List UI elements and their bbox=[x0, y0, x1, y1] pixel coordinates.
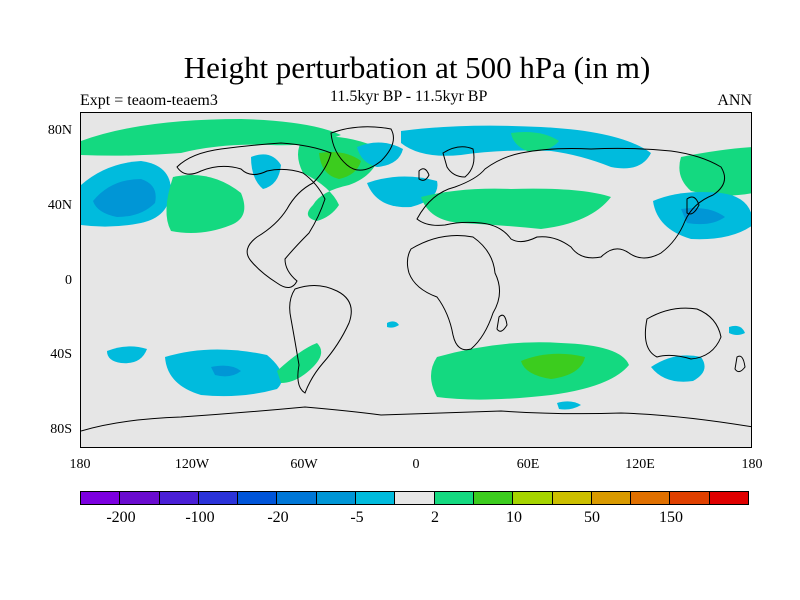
coastlines bbox=[81, 126, 751, 432]
field-east-asia-green bbox=[679, 147, 751, 196]
colorbar-label: -100 bbox=[185, 509, 215, 526]
field-south-cyan-small bbox=[557, 401, 581, 410]
experiment-label: Expt = teaom-teaem3 bbox=[80, 92, 218, 109]
coast-madagascar bbox=[496, 314, 508, 332]
field-arctic-green-west bbox=[81, 119, 341, 156]
field-southern-ocean-core bbox=[521, 353, 585, 379]
coast-uk bbox=[418, 168, 430, 181]
lon-tick-60w: 60W bbox=[290, 457, 318, 472]
plot-subtitle: 11.5kyr BP - 11.5kyr BP bbox=[330, 88, 488, 105]
colorbar-label: 10 bbox=[506, 509, 522, 526]
field-north-pacific-core bbox=[93, 179, 156, 217]
lat-tick-80n: 80N bbox=[47, 123, 72, 138]
colorbar-box bbox=[120, 492, 160, 504]
coast-scandinavia bbox=[442, 146, 475, 178]
coast-eurasia bbox=[416, 147, 726, 259]
lat-tick-80s: 80S bbox=[50, 422, 72, 437]
field-labrador-cyan bbox=[357, 142, 403, 167]
field-australia-cyan bbox=[651, 355, 705, 382]
lon-tick-120e: 120E bbox=[625, 457, 655, 472]
colorbar-box bbox=[277, 492, 317, 504]
colorbar-box bbox=[159, 492, 199, 504]
colorbar-box bbox=[670, 492, 710, 504]
coast-north-america bbox=[176, 142, 332, 288]
colorbar-box bbox=[81, 492, 121, 504]
colorbar-label: 50 bbox=[584, 509, 600, 526]
colorbar-box bbox=[552, 492, 592, 504]
coast-australia bbox=[644, 307, 722, 360]
field-siberia-green bbox=[511, 132, 559, 152]
lon-tick-60e: 60E bbox=[516, 457, 540, 472]
colorbar-box bbox=[316, 492, 357, 504]
coast-antarctica bbox=[81, 406, 751, 432]
lat-tick-40n: 40N bbox=[47, 198, 72, 213]
contour-map bbox=[81, 119, 751, 432]
field-atlantic-cyan bbox=[367, 176, 438, 208]
lon-tick-180e: 180 bbox=[741, 457, 763, 472]
colorbar-box bbox=[395, 492, 435, 504]
lon-tick-0: 0 bbox=[412, 457, 420, 472]
colorbar-label: -20 bbox=[267, 509, 289, 526]
field-japan-core bbox=[681, 208, 725, 225]
colorbar-box bbox=[434, 492, 474, 504]
colorbar-box bbox=[198, 492, 239, 504]
lat-tick-40s: 40S bbox=[50, 347, 72, 362]
coast-south-america bbox=[289, 285, 352, 394]
field-east-pacific-green bbox=[166, 175, 245, 233]
colorbar-label: -200 bbox=[106, 509, 136, 526]
colorbar-label: 150 bbox=[659, 509, 683, 526]
lon-tick-180w: 180 bbox=[69, 457, 91, 472]
field-south-pacific-core bbox=[211, 365, 241, 377]
map-panel bbox=[80, 112, 752, 448]
field-pacific-cyan-small bbox=[387, 321, 399, 328]
season-label: ANN bbox=[717, 92, 752, 109]
coast-japan bbox=[686, 196, 700, 215]
lat-tick-0: 0 bbox=[65, 273, 72, 288]
colorbar-box bbox=[513, 492, 553, 504]
colorbar bbox=[80, 491, 749, 505]
colorbar-box bbox=[473, 492, 514, 504]
field-indian-cyan-small bbox=[729, 325, 745, 335]
colorbar-label: 2 bbox=[431, 509, 439, 526]
plot-title: Height perturbation at 500 hPa (in m) bbox=[183, 50, 651, 85]
colorbar-label: -5 bbox=[350, 509, 364, 526]
colorbar-box bbox=[238, 492, 278, 504]
anomaly-fields bbox=[81, 119, 751, 410]
colorbar-box bbox=[631, 492, 671, 504]
coast-africa bbox=[406, 235, 500, 351]
colorbar-box bbox=[709, 492, 749, 504]
colorbar-box bbox=[591, 492, 632, 504]
field-south-pacific-cyan-small bbox=[107, 346, 147, 364]
coast-greenland bbox=[330, 126, 394, 171]
coast-new-zealand bbox=[734, 355, 746, 373]
field-eurasia-green bbox=[421, 188, 611, 229]
colorbar-box bbox=[356, 492, 396, 504]
lon-tick-120w: 120W bbox=[174, 457, 210, 472]
